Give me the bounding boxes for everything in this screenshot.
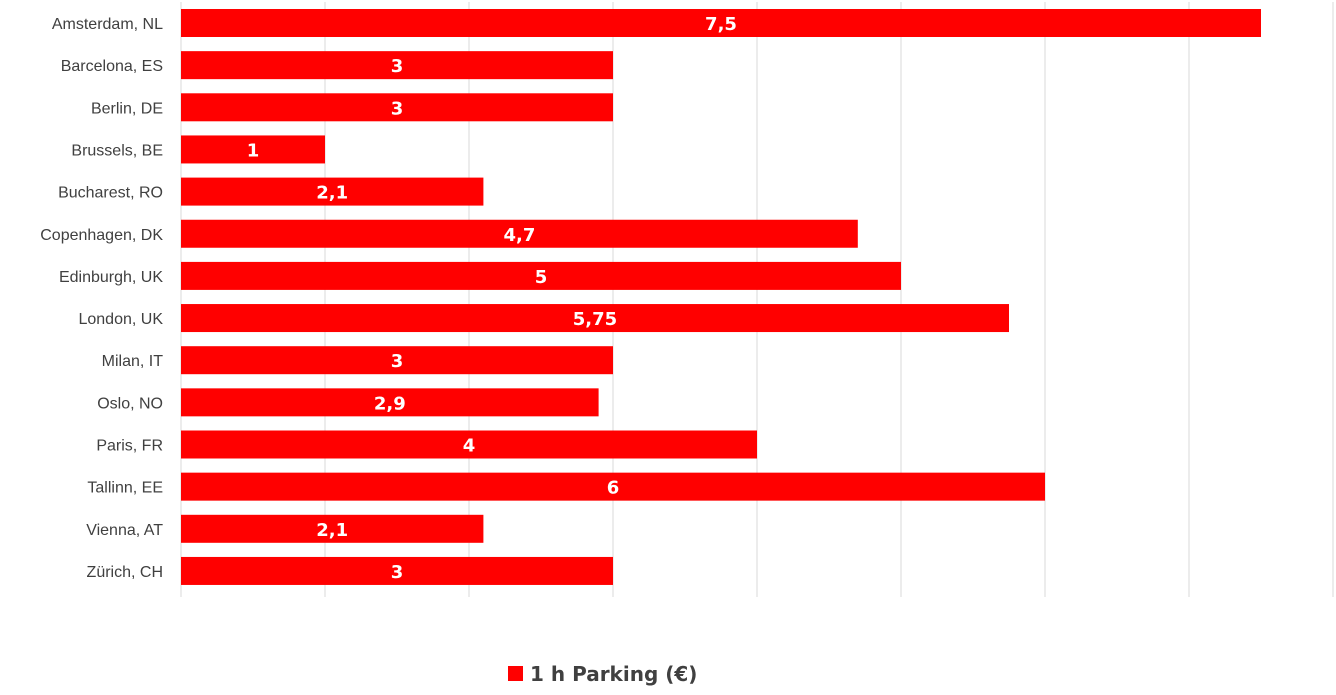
bar-0 [181, 9, 1261, 37]
bar-10 [181, 430, 757, 459]
gridlines [180, 2, 1334, 597]
value-label-0: 7,5 [705, 14, 737, 35]
category-label-8: Milan, IT [102, 353, 164, 370]
value-labels: 7,5 3 3 1 2,1 4,75 5,75 3 2,9 4 6 2,1 3 [247, 14, 737, 583]
bar-8 [181, 346, 613, 375]
legend-label: 1 h Parking (€) [530, 662, 697, 686]
category-label-5: Copenhagen, DK [40, 227, 163, 244]
category-label-13: Zürich, CH [87, 564, 163, 581]
category-label-11: Tallinn, EE [87, 480, 163, 497]
category-label-0: Amsterdam, NL [52, 16, 163, 33]
legend-swatch [508, 666, 523, 681]
category-labels: Amsterdam, NL Barcelona, ES Berlin, DE Brus… [40, 16, 163, 581]
bar-4 [181, 177, 484, 206]
value-label-4: 2,1 [316, 183, 348, 204]
value-label-12: 2,1 [316, 520, 348, 541]
bar-6 [181, 261, 901, 290]
legend: 1 h Parking (€) [508, 662, 697, 686]
bar-7 [181, 304, 1009, 333]
value-label-5: 4,7 [503, 225, 535, 246]
bar-2 [181, 93, 613, 122]
category-label-1: Barcelona, ES [61, 58, 163, 75]
bar-12 [181, 514, 484, 543]
category-label-6: Edinburgh, UK [59, 269, 163, 286]
value-label-8: 3 [391, 351, 404, 372]
value-label-11: 6 [607, 478, 620, 499]
bar-3 [181, 135, 325, 164]
value-label-2: 3 [391, 98, 404, 119]
value-label-3: 1 [247, 140, 260, 161]
category-label-10: Paris, FR [96, 438, 163, 455]
value-label-10: 4 [463, 436, 476, 457]
category-label-12: Vienna, AT [86, 522, 163, 539]
category-label-7: London, UK [78, 311, 163, 328]
bar-1 [181, 51, 613, 80]
value-label-9: 2,9 [374, 393, 406, 414]
category-label-2: Berlin, DE [91, 100, 163, 117]
bar-5 [181, 219, 858, 248]
category-label-4: Bucharest, RO [58, 185, 163, 202]
value-label-13: 3 [391, 562, 404, 583]
value-label-7: 5,75 [573, 309, 617, 330]
bars [181, 9, 1261, 585]
value-label-1: 3 [391, 56, 404, 77]
bar-13 [181, 556, 613, 585]
category-label-3: Brussels, BE [71, 142, 163, 159]
value-label-6: 5 [535, 267, 548, 288]
bar-9 [181, 388, 599, 417]
bar-11 [181, 472, 1045, 501]
category-label-9: Oslo, NO [97, 395, 163, 412]
